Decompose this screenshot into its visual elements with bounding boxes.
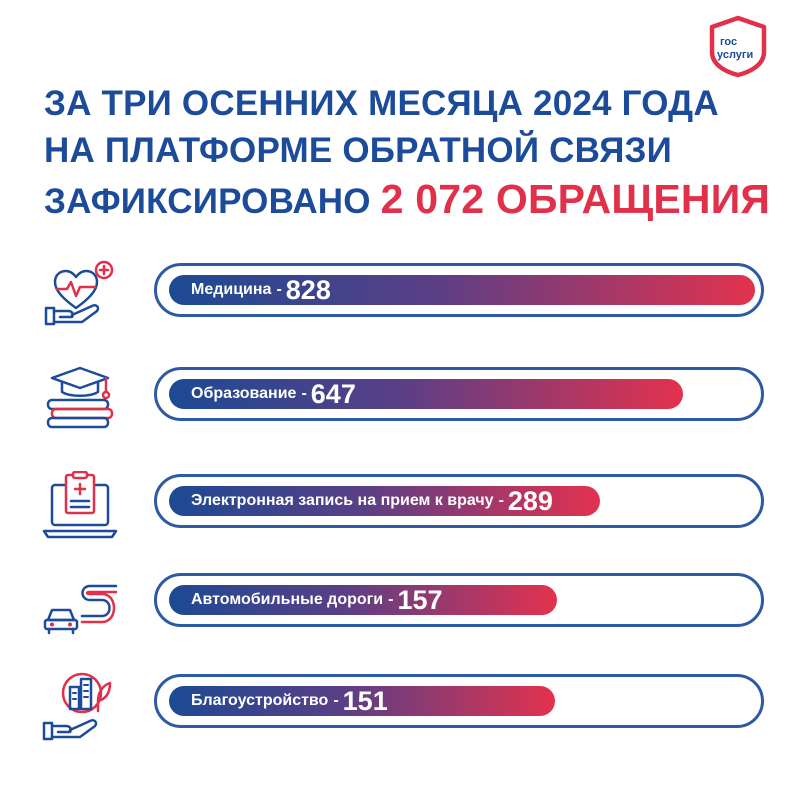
heart-hand-icon <box>40 260 120 330</box>
heading-total-highlight: 2 072 ОБРАЩЕНИЯ <box>380 176 771 222</box>
bar-separator: - <box>333 692 339 709</box>
bar-fill: Автомобильные дороги - 157 <box>169 585 557 615</box>
bar-fill: Образование - 647 <box>169 379 683 409</box>
city-hand-icon <box>40 671 120 741</box>
bar-separator: - <box>498 492 504 509</box>
laptop-clipboard-icon <box>40 470 120 541</box>
logo-text-line1: гос <box>720 36 737 48</box>
bar-row: Автомобильные дороги - 157 <box>0 570 800 640</box>
bar-track: Медицина - 828 <box>154 263 764 317</box>
bar-fill: Медицина - 828 <box>169 275 755 305</box>
bar-category-label: Благоустройство <box>191 692 329 709</box>
bar-track: Благоустройство - 151 <box>154 674 764 728</box>
bar-row: Электронная запись на прием к врачу - 28… <box>0 470 800 541</box>
bar-track: Автомобильные дороги - 157 <box>154 573 764 627</box>
bar-separator: - <box>301 385 307 402</box>
logo-text-line2: услуги <box>717 49 753 61</box>
bar-fill: Электронная запись на прием к врачу - 28… <box>169 486 600 516</box>
bar-value-label: 647 <box>310 378 356 409</box>
bar-row: Благоустройство - 151 <box>0 671 800 741</box>
bar-category-label: Автомобильные дороги <box>191 591 384 608</box>
bar-value-label: 157 <box>397 584 443 615</box>
bar-separator: - <box>276 281 282 298</box>
heading-line-1: ЗА ТРИ ОСЕННИХ МЕСЯЦА 2024 ГОДА <box>44 84 719 123</box>
car-road-icon <box>40 570 120 640</box>
bar-separator: - <box>388 591 394 608</box>
bar-category-label: Медицина <box>191 281 272 298</box>
bar-track: Электронная запись на прием к врачу - 28… <box>154 474 764 528</box>
heading-line-2: НА ПЛАТФОРМЕ ОБРАТНОЙ СВЯЗИ <box>44 131 673 170</box>
heading-line-3: ЗАФИКСИРОВАНО 2 072 ОБРАЩЕНИЯ <box>44 176 784 225</box>
graduation-books-icon <box>40 364 120 434</box>
bar-row: Медицина - 828 <box>0 260 800 330</box>
bar-value-label: 289 <box>507 485 553 516</box>
heading-line-3-prefix: ЗАФИКСИРОВАНО <box>44 182 371 221</box>
bar-row: Образование - 647 <box>0 364 800 434</box>
bar-category-label: Образование <box>191 385 297 402</box>
bar-value-label: 828 <box>285 274 331 305</box>
bar-fill: Благоустройство - 151 <box>169 686 555 716</box>
page-heading: ЗА ТРИ ОСЕННИХ МЕСЯЦА 2024 ГОДА НА ПЛАТФ… <box>44 80 784 225</box>
bar-category-label: Электронная запись на прием к врачу <box>191 492 494 509</box>
bar-value-label: 151 <box>342 685 388 716</box>
bar-track: Образование - 647 <box>154 367 764 421</box>
gosuslugi-logo: гос услуги <box>706 14 770 78</box>
